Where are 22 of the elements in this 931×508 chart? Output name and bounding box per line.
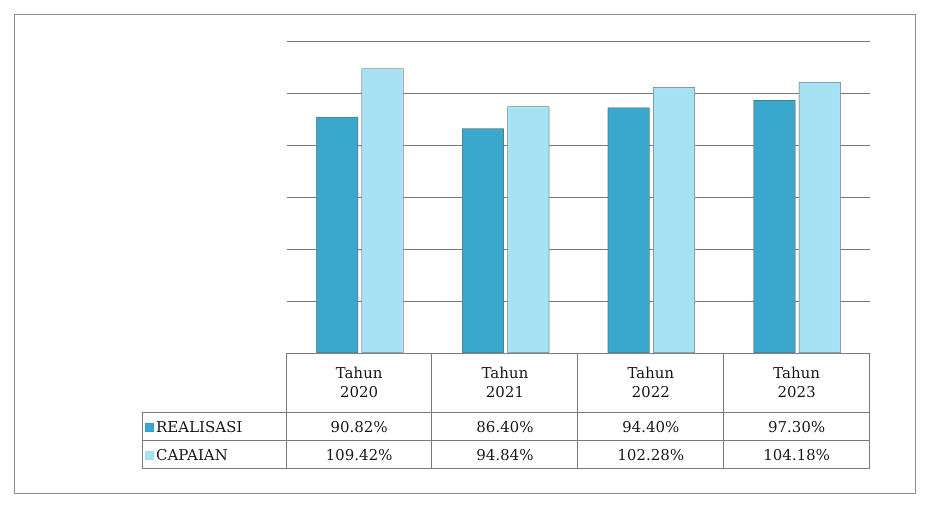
- bar: [653, 87, 696, 353]
- data-label: 94.40%: [578, 412, 724, 440]
- data-label: 94.84%: [432, 440, 578, 468]
- data-label: 97.30%: [724, 412, 870, 440]
- bar: [753, 100, 796, 353]
- x-tick-label: Tahun 2020: [286, 354, 432, 412]
- legend-label: CAPAIAN: [142, 440, 286, 468]
- data-label: 86.40%: [432, 412, 578, 440]
- x-tick-label: Tahun 2021: [432, 354, 578, 412]
- bar: [507, 106, 550, 353]
- bar: [316, 116, 358, 353]
- data-label: 104.18%: [724, 440, 870, 468]
- x-tick-label: Tahun 2023: [724, 354, 870, 412]
- bar: [798, 82, 841, 353]
- data-label: 109.42%: [286, 440, 432, 468]
- data-label: 102.28%: [578, 440, 724, 468]
- legend-label: REALISASI: [142, 412, 286, 440]
- bar: [462, 128, 504, 353]
- bar: [362, 68, 404, 353]
- x-tick-label: Tahun 2022: [578, 354, 724, 412]
- data-label: 90.82%: [286, 412, 432, 440]
- bar: [608, 108, 650, 353]
